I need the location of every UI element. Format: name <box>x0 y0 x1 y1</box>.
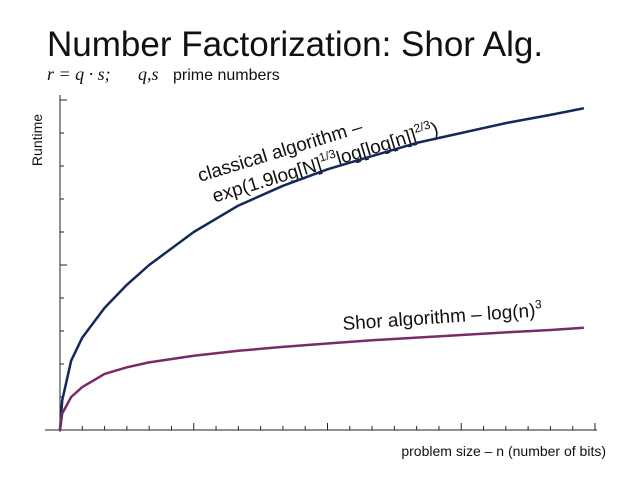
x-axis-label: problem size – n (number of bits) <box>401 443 606 459</box>
series-line <box>58 107 585 431</box>
annotation-part: Shor algorithm – log(n) <box>342 301 536 335</box>
formula-vars: q,s <box>138 64 159 84</box>
annotation-sup: 1/3 <box>317 146 337 164</box>
series-line <box>58 326 584 431</box>
title: Number Factorization: Shor Alg. <box>47 25 543 64</box>
annotation-sup: 3 <box>534 297 542 311</box>
formula: r = q · s; <box>47 64 111 84</box>
y-axis-label: Runtime <box>29 114 45 166</box>
annotation: Shor algorithm – log(n)3 <box>342 297 543 335</box>
subtitle: prime numbers <box>173 67 280 84</box>
annotation-sup: 2/3 <box>412 117 432 135</box>
